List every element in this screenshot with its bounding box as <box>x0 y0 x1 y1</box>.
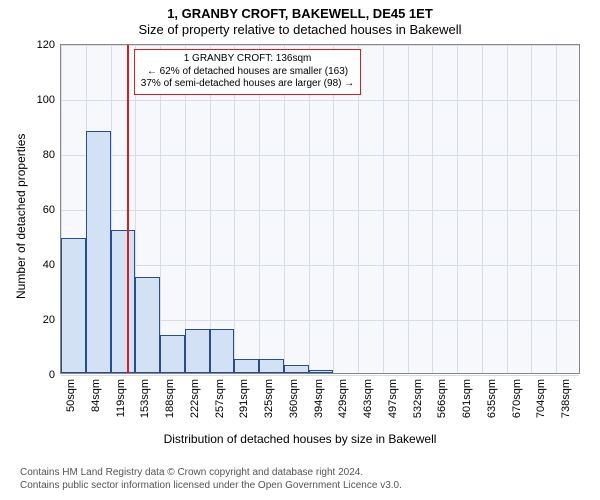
gridline-v <box>556 45 557 373</box>
x-tick-label: 291sqm <box>238 379 250 418</box>
x-tick-label: 119sqm <box>115 379 127 417</box>
gridline-v <box>531 45 532 373</box>
x-tick-label: 497sqm <box>387 379 399 418</box>
gridline-v <box>507 45 508 373</box>
x-tick-label: 463sqm <box>362 379 374 418</box>
x-tick-label: 325sqm <box>263 379 275 418</box>
gridline-h <box>61 265 579 266</box>
x-tick-label: 738sqm <box>560 379 572 418</box>
gridline-v <box>383 45 384 373</box>
x-tick-label: 566sqm <box>436 379 448 418</box>
footer-line: Contains public sector information licen… <box>20 479 600 492</box>
x-tick-label: 532sqm <box>412 379 424 418</box>
x-tick-label: 635sqm <box>486 379 498 418</box>
histogram-bar <box>210 329 235 373</box>
histogram-bar <box>135 277 160 373</box>
histogram-bar <box>160 335 185 374</box>
gridline-h <box>61 155 579 156</box>
annotation-line: 37% of semi-detached houses are larger (… <box>141 78 354 91</box>
title-line1: 1, GRANBY CROFT, BAKEWELL, DE45 1ET <box>0 6 600 21</box>
y-tick-label: 20 <box>43 314 55 326</box>
gridline-h <box>61 375 579 376</box>
histogram-bar <box>234 359 259 373</box>
histogram-bar <box>259 359 284 373</box>
x-tick-label: 84sqm <box>90 379 102 412</box>
x-tick-label: 360sqm <box>288 379 300 418</box>
histogram-bar <box>61 238 86 373</box>
annotation-box: 1 GRANBY CROFT: 136sqm ← 62% of detached… <box>134 49 361 95</box>
x-tick-label: 153sqm <box>139 379 151 418</box>
y-tick-label: 120 <box>37 39 55 51</box>
y-tick-label: 60 <box>43 204 55 216</box>
gridline-h <box>61 100 579 101</box>
title-line2: Size of property relative to detached ho… <box>0 22 600 37</box>
plot-area: 02040608010012050sqm84sqm119sqm153sqm188… <box>60 44 580 374</box>
reference-line <box>127 45 129 373</box>
x-axis-label: Distribution of detached houses by size … <box>0 432 600 446</box>
chart-container: 1, GRANBY CROFT, BAKEWELL, DE45 1ET Size… <box>0 0 600 500</box>
x-tick-label: 704sqm <box>535 379 547 418</box>
gridline-h <box>61 210 579 211</box>
histogram-bar <box>309 370 334 373</box>
gridline-h <box>61 45 579 46</box>
x-tick-label: 188sqm <box>164 379 176 418</box>
y-axis-label: Number of detached properties <box>14 134 28 299</box>
footer-line: Contains HM Land Registry data © Crown c… <box>20 466 600 479</box>
y-tick-label: 0 <box>49 369 55 381</box>
y-tick-label: 40 <box>43 259 55 271</box>
y-tick-label: 80 <box>43 149 55 161</box>
footer: Contains HM Land Registry data © Crown c… <box>0 466 600 492</box>
histogram-bar <box>111 230 136 373</box>
x-tick-label: 50sqm <box>65 379 77 412</box>
gridline-v <box>457 45 458 373</box>
x-tick-label: 222sqm <box>189 379 201 418</box>
x-tick-label: 429sqm <box>337 379 349 418</box>
gridline-v <box>482 45 483 373</box>
gridline-v <box>432 45 433 373</box>
x-tick-label: 670sqm <box>511 379 523 418</box>
annotation-line: ← 62% of detached houses are smaller (16… <box>141 66 354 79</box>
histogram-bar <box>284 365 309 373</box>
x-tick-label: 601sqm <box>461 379 473 418</box>
annotation-line: 1 GRANBY CROFT: 136sqm <box>141 53 354 66</box>
x-tick-label: 394sqm <box>313 379 325 418</box>
y-tick-label: 100 <box>37 94 55 106</box>
histogram-bar <box>185 329 210 373</box>
gridline-v <box>408 45 409 373</box>
x-tick-label: 257sqm <box>214 379 226 418</box>
histogram-bar <box>86 131 111 373</box>
